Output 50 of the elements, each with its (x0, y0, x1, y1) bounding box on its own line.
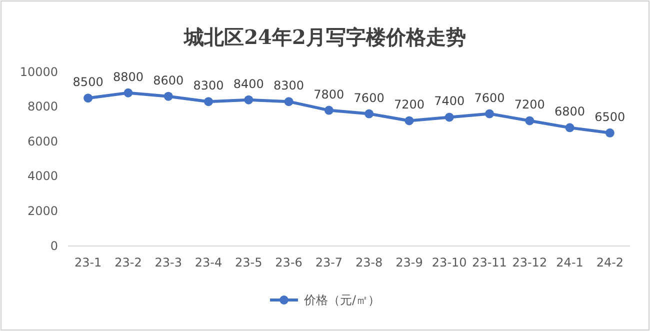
point (124, 88, 133, 98)
data-label: 8500 (72, 75, 104, 90)
x-tick-label: 23-7 (315, 256, 343, 270)
point (605, 128, 614, 138)
y-tick-label: 4000 (27, 169, 58, 184)
x-tick-label: 23-10 (432, 256, 467, 270)
x-tick-label: 23-4 (194, 256, 222, 270)
point (204, 97, 213, 106)
point (565, 123, 574, 132)
point (485, 109, 494, 118)
x-tick-label: 23-5 (235, 256, 262, 270)
data-label: 8800 (112, 70, 144, 84)
data-label: 7200 (394, 98, 424, 112)
y-tick-label: 0 (50, 238, 58, 253)
legend-label: 价格（元/㎡） (302, 293, 380, 307)
point (364, 109, 374, 118)
x-tick-label: 23-9 (396, 256, 423, 270)
point (324, 106, 334, 115)
data-label: 7400 (434, 94, 465, 108)
x-tick-label: 23-8 (355, 256, 383, 270)
x-tick-label: 24-2 (596, 256, 624, 270)
x-tick-label: 24-1 (556, 256, 584, 270)
data-label: 7600 (474, 90, 505, 105)
point (284, 97, 294, 106)
data-label: 6500 (594, 110, 626, 124)
x-tick-label: 23-2 (114, 256, 142, 270)
point (84, 94, 93, 103)
y-tick-label: 8000 (27, 100, 58, 114)
data-label: 8400 (233, 76, 264, 91)
point (444, 112, 454, 122)
data-label: 7800 (314, 87, 344, 102)
data-label: 7600 (354, 90, 384, 105)
y-tick-label: 10000 (20, 64, 58, 79)
data-label: 7200 (514, 98, 545, 112)
point (404, 116, 414, 126)
y-tick-label: 6000 (27, 134, 58, 148)
point (244, 95, 254, 104)
x-tick-label: 23-3 (154, 256, 182, 270)
x-tick-label: 23-6 (275, 256, 302, 270)
data-label: 8600 (153, 73, 184, 88)
data-label: 8300 (274, 78, 304, 93)
x-tick-label: 23-1 (74, 256, 102, 270)
x-tick-label: 23-12 (512, 256, 548, 270)
data-label: 6800 (554, 104, 586, 119)
chart-title: 城北区24年2月写字楼价格走势 (183, 25, 466, 49)
point (525, 116, 534, 126)
y-tick-label: 2000 (27, 204, 58, 218)
x-tick-label: 23-11 (472, 256, 507, 270)
data-label: 8300 (193, 78, 224, 93)
point (164, 92, 173, 101)
